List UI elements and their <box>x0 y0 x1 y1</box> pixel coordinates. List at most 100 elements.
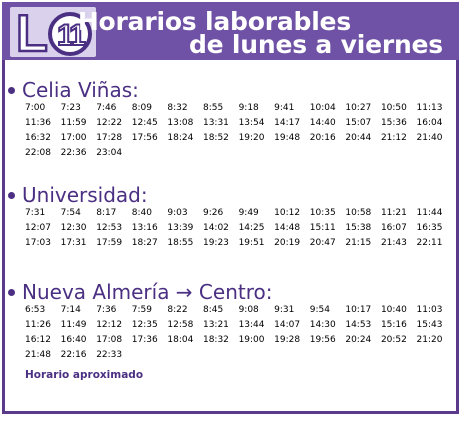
departure-time: 12:58 <box>167 320 194 330</box>
departure-time: 13:31 <box>202 118 229 128</box>
departure-time: 9:49 <box>238 208 259 218</box>
bullet-icon <box>8 86 15 94</box>
departure-time: 7:23 <box>60 103 81 113</box>
departure-time: 7:00 <box>25 103 46 113</box>
departure-time: 11:13 <box>416 103 443 113</box>
departure-time: 11:49 <box>60 320 87 330</box>
departure-time: 11:36 <box>25 118 51 128</box>
departure-time: 22:08 <box>25 148 51 158</box>
departure-time: 13:08 <box>167 118 194 128</box>
departure-time: 22:36 <box>60 148 87 158</box>
departure-time: 19:20 <box>238 133 265 143</box>
departure-time: 13:16 <box>131 223 158 233</box>
section-celia-vinas: Celia Viñas: 7:00 7:23 7:46 8:09 8:32 8:55 9:1… <box>8 78 456 163</box>
departure-time: 9:41 <box>274 103 295 113</box>
departure-time: 12:12 <box>96 320 123 330</box>
departure-time: 13:21 <box>202 320 229 330</box>
departure-time: 16:32 <box>25 133 51 143</box>
departure-time: 12:22 <box>96 118 123 128</box>
departure-time: 21:20 <box>416 335 443 345</box>
schedule-frame <box>2 2 459 414</box>
departure-time: 15:36 <box>380 118 407 128</box>
departure-time: 14:25 <box>238 223 265 233</box>
departure-time: 19:48 <box>274 133 301 143</box>
departure-time: 10:12 <box>274 208 301 218</box>
departure-time: 10:04 <box>309 103 336 113</box>
departure-time: 12:53 <box>96 223 123 233</box>
departure-time: 15:43 <box>416 320 443 330</box>
departure-time: 16:12 <box>25 335 51 345</box>
section-nueva-almeria: Nueva Almería → Centro: 6:53 7:14 7:36 7:59… <box>8 280 456 381</box>
departure-time: 7:36 <box>96 305 117 315</box>
departure-time: 22:16 <box>60 350 87 360</box>
departure-time: 12:30 <box>60 223 87 233</box>
departure-time: 17:36 <box>131 335 158 345</box>
departure-time: 16:04 <box>416 118 443 128</box>
departure-time: 17:31 <box>60 238 87 248</box>
section-universidad: Universidad: 7:31 7:54 8:17 8:40 9:03 9:26 9:4… <box>8 183 456 253</box>
departure-time: 9:08 <box>238 305 259 315</box>
departure-time: 19:00 <box>238 335 265 345</box>
line-number-circle <box>48 12 92 56</box>
departure-time: 16:07 <box>380 223 407 233</box>
departure-time: 11:26 <box>25 320 51 330</box>
departure-time: 20:52 <box>380 335 407 345</box>
departure-time: 11:03 <box>416 305 443 315</box>
departure-time: 22:33 <box>96 350 123 360</box>
departure-time: 12:07 <box>25 223 51 233</box>
departure-time: 9:18 <box>238 103 259 113</box>
departure-time: 18:04 <box>167 335 194 345</box>
departure-time: 10:17 <box>345 305 372 315</box>
departure-time: 14:53 <box>345 320 372 330</box>
departure-time: 10:58 <box>345 208 372 218</box>
departure-time: 18:27 <box>131 238 158 248</box>
departure-time: 9:26 <box>202 208 224 218</box>
departure-time: 18:32 <box>202 335 229 345</box>
bullet-icon <box>8 191 15 199</box>
departure-time: 17:56 <box>131 133 158 143</box>
departure-time: 21:15 <box>345 238 372 248</box>
departure-time: 14:40 <box>309 118 336 128</box>
departure-time: 8:22 <box>167 305 188 315</box>
departure-time: 17:28 <box>96 133 123 143</box>
section-heading: Celia Viñas: <box>8 78 456 102</box>
times-grid: 7:00 7:23 7:46 8:09 8:32 8:55 9:18 9:41 10:04 10:… <box>25 103 456 163</box>
departure-time: 23:04 <box>96 148 123 158</box>
departure-time: 11:44 <box>416 208 443 218</box>
departure-time: 18:52 <box>202 133 229 143</box>
departure-time: 7:14 <box>60 305 81 315</box>
departure-time: 17:03 <box>25 238 51 248</box>
departure-time: 14:30 <box>309 320 336 330</box>
departure-time: 8:09 <box>131 103 152 113</box>
departure-time: 8:55 <box>202 103 224 113</box>
departure-time: 19:23 <box>202 238 229 248</box>
departure-time: 7:54 <box>60 208 81 218</box>
departure-time: 10:50 <box>380 103 407 113</box>
departure-time: 11:21 <box>380 208 407 218</box>
departure-time: 14:02 <box>202 223 229 233</box>
departure-time: 15:38 <box>345 223 372 233</box>
departure-time: 19:51 <box>238 238 265 248</box>
departure-time: 21:12 <box>380 133 407 143</box>
departure-time: 7:46 <box>96 103 117 113</box>
section-heading: Universidad: <box>8 183 456 207</box>
departure-time: 15:11 <box>309 223 336 233</box>
departure-time: 14:17 <box>274 118 301 128</box>
departure-time: 9:31 <box>274 305 295 315</box>
departure-time: 20:44 <box>345 133 372 143</box>
departure-time: 20:19 <box>274 238 301 248</box>
departure-time: 9:54 <box>309 305 330 315</box>
departure-time: 8:45 <box>202 305 224 315</box>
departure-time: 10:27 <box>345 103 372 113</box>
departure-time: 7:31 <box>25 208 46 218</box>
departure-time: 18:55 <box>167 238 194 248</box>
departure-time: 17:08 <box>96 335 123 345</box>
departure-time: 7:59 <box>131 305 152 315</box>
departure-time: 15:16 <box>380 320 407 330</box>
departure-time: 19:28 <box>274 335 301 345</box>
header-banner: L 11 Horarios laborables de lunes a vier… <box>2 2 459 60</box>
departure-time: 16:40 <box>60 335 87 345</box>
times-grid: 6:53 7:14 7:36 7:59 8:22 8:45 9:08 9:31 9:54 10:1… <box>25 305 456 365</box>
departure-time: 14:07 <box>274 320 301 330</box>
departure-time: 9:03 <box>167 208 188 218</box>
